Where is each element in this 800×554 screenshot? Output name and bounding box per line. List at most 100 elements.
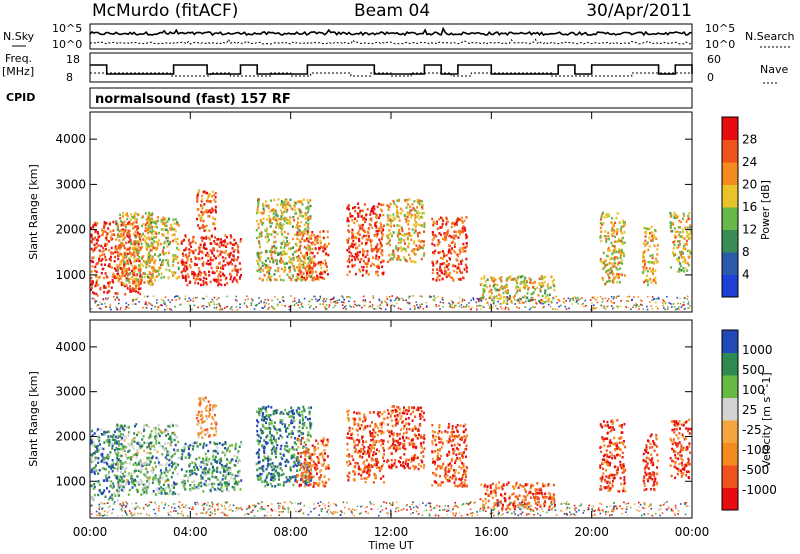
echo-cell (405, 219, 408, 222)
echo-cell (274, 259, 277, 262)
echo-cell (120, 233, 123, 236)
echo-cell (414, 219, 416, 222)
echo-cell (544, 291, 547, 295)
echo-cell (122, 480, 124, 484)
echo-cell (105, 237, 108, 240)
echo-cell (90, 283, 93, 286)
echo-cell (445, 238, 448, 241)
ground-scatter-cell (565, 300, 567, 302)
ground-scatter-cell (132, 300, 134, 302)
ground-scatter-cell (426, 305, 428, 307)
ground-scatter-cell (292, 300, 294, 303)
echo-cell (150, 249, 153, 252)
echo-cell (354, 258, 357, 261)
echo-cell (221, 489, 224, 493)
echo-cell (443, 238, 446, 242)
echo-cell (170, 440, 173, 444)
echo-cell (219, 461, 221, 465)
echo-cell (348, 247, 351, 250)
echo-cell (168, 269, 171, 272)
echo-cell (90, 286, 93, 290)
echo-cell (599, 222, 602, 225)
ground-scatter-cell (329, 298, 332, 301)
echo-cell (649, 254, 652, 258)
echo-cell (381, 233, 384, 236)
echo-cell (281, 211, 283, 215)
echo-cell (97, 480, 100, 483)
echo-cell (94, 284, 97, 288)
echo-cell (296, 273, 299, 276)
echo-cell (212, 466, 214, 469)
ground-scatter-cell (98, 307, 101, 310)
echo-cell (127, 231, 130, 234)
echo-cell (154, 478, 156, 481)
echo-cell (180, 242, 183, 245)
ground-scatter-cell (610, 296, 613, 298)
ground-scatter-cell (556, 302, 558, 304)
echo-cell (202, 446, 205, 449)
echo-cell (197, 436, 200, 439)
echo-cell (459, 269, 461, 273)
echo-cell (285, 217, 288, 220)
echo-cell (116, 457, 119, 460)
echo-cell (226, 471, 228, 474)
echo-cell (121, 436, 124, 440)
echo-cell (676, 270, 679, 273)
echo-cell (205, 281, 208, 284)
echo-cell (197, 272, 200, 276)
echo-cell (167, 453, 170, 457)
echo-cell (90, 439, 93, 442)
echo-cell (197, 267, 200, 270)
echo-cell (194, 468, 196, 472)
echo-cell (304, 227, 307, 231)
echo-cell (423, 223, 426, 226)
echo-cell (505, 279, 508, 282)
ground-scatter-cell (545, 300, 547, 303)
echo-cell (436, 243, 439, 247)
echo-cell (277, 253, 280, 256)
ground-scatter-cell (549, 305, 552, 308)
echo-cell (537, 294, 540, 297)
echo-cell (479, 298, 482, 302)
echo-cell (357, 230, 360, 233)
echo-cell (391, 219, 393, 223)
echo-cell (173, 448, 176, 451)
ground-scatter-cell (277, 304, 279, 307)
echo-cell (155, 220, 158, 223)
echo-cell (111, 275, 114, 278)
echo-cell (103, 433, 106, 436)
echo-cell (224, 447, 227, 450)
echo-cell (457, 255, 460, 258)
echo-cell (105, 258, 108, 261)
echo-cell (418, 244, 421, 248)
ground-scatter-cell (90, 308, 93, 310)
ground-scatter-cell (562, 300, 565, 303)
echo-cell (148, 217, 151, 221)
echo-cell (288, 275, 291, 279)
ground-scatter-cell (298, 307, 301, 309)
echo-cell (201, 416, 204, 420)
echo-cell (438, 268, 441, 271)
echo-cell (306, 257, 309, 260)
echo-cell (361, 242, 363, 245)
echo-cell (672, 247, 675, 250)
echo-cell (119, 435, 122, 438)
echo-cell (202, 237, 205, 240)
echo-cell (114, 494, 117, 497)
echo-cell (358, 212, 361, 215)
echo-cell (619, 261, 622, 265)
echo-cell (311, 247, 314, 251)
echo-cell (679, 226, 682, 229)
echo-cell (91, 441, 94, 444)
echo-cell (156, 246, 159, 250)
echo-cell (205, 199, 208, 203)
echo-cell (209, 249, 212, 252)
echo-cell (403, 239, 406, 242)
echo-cell (368, 223, 371, 226)
echo-cell (526, 292, 529, 295)
echo-cell (134, 234, 136, 237)
echo-cell (191, 448, 194, 451)
echo-cell (105, 456, 108, 459)
ground-scatter-cell (450, 299, 453, 302)
